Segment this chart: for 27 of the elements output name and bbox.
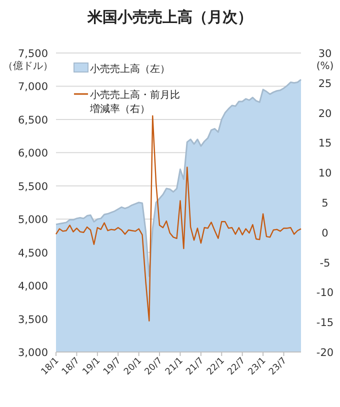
- y2-tick-label: -15: [316, 317, 334, 330]
- y2-axis-title: (%): [316, 61, 334, 72]
- y-tick-label: 4,500: [18, 247, 48, 260]
- y-tick-label: 3,000: [18, 347, 48, 359]
- y2-tick-label: 25: [318, 78, 332, 90]
- y2-tick-label: -10: [316, 287, 334, 300]
- y2-tick-label: -5: [320, 257, 330, 270]
- y2-tick-label: 0: [322, 227, 328, 240]
- y-tick-label: 4,000: [18, 280, 48, 293]
- legend-label: 小売売上高（左）: [90, 63, 170, 75]
- y2-tick-label: 10: [318, 168, 332, 180]
- y-tick-label: 6,000: [18, 148, 48, 160]
- y-tick-label: 5,000: [18, 214, 48, 226]
- y2-tick-label: -20: [316, 347, 334, 359]
- y-tick-label: 3,500: [18, 314, 48, 326]
- chart-title: 米国小売売上高（月次）: [86, 8, 252, 26]
- legend-label: 小売売上高・前月比増減率（右）: [89, 89, 180, 115]
- line-series: [55, 115, 302, 322]
- y-tick-label: 5,500: [18, 180, 48, 193]
- y2-tick-label: 5: [322, 198, 328, 210]
- y-axis-title: （億ドル）: [3, 60, 53, 72]
- y2-tick-label: 20: [318, 108, 332, 120]
- y-tick-label: 7,500: [18, 48, 48, 60]
- y-tick-label: 6,500: [18, 114, 48, 126]
- y2-tick-label: 30: [318, 48, 332, 60]
- y-tick-label: 7,000: [18, 81, 48, 94]
- y2-tick-label: 15: [318, 138, 332, 150]
